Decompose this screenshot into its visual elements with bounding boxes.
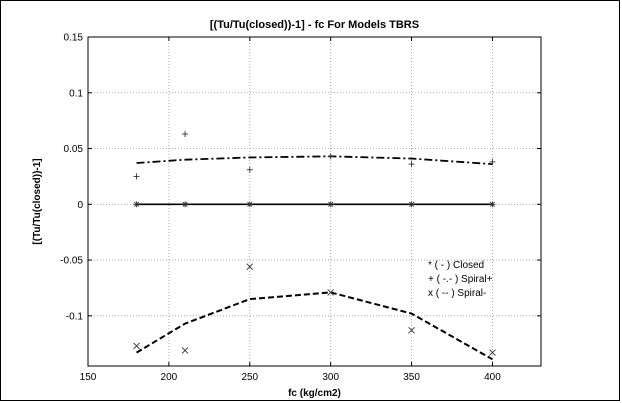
marker-stroke (246, 263, 254, 271)
axis-ticks: 150 200 250 300 350 400 -0.1 -0.05 0 0.05 0.1 0.15 (60, 33, 541, 383)
data-point-spiral (489, 158, 496, 165)
y-tick-label: -0.1 (66, 311, 84, 322)
marker-stroke (328, 201, 334, 207)
legend-entry-closed: * ( - ) Closed (428, 260, 484, 271)
grid (88, 37, 541, 366)
fit-line-spiral (136, 291, 493, 361)
y-tick-label: -0.05 (60, 256, 83, 267)
data-point-spiral (246, 263, 254, 271)
data-point-spiral (489, 349, 496, 356)
marker-stroke (182, 201, 188, 207)
marker-stroke (489, 201, 496, 207)
y-tick-label: 0 (77, 200, 83, 211)
data-point-closed (133, 201, 140, 208)
marker-stroke (489, 349, 496, 356)
legend-entry-spiral: + ( -.- ) Spiral+ (428, 274, 493, 285)
data-point-spiral (408, 161, 415, 168)
legend: * ( - ) Closed + ( -.- ) Spiral+ x ( -- ) … (428, 260, 493, 299)
marker-stroke (409, 201, 415, 207)
x-tick-label: 350 (403, 372, 420, 383)
marker-stroke (327, 289, 334, 296)
x-tick-label: 400 (484, 372, 501, 383)
x-tick-label: 250 (241, 372, 258, 383)
data-point-closed (246, 201, 253, 208)
fit-lines (136, 155, 493, 361)
data-point-spiral (181, 347, 189, 354)
data-point-spiral (408, 326, 415, 334)
chart-title: [(Tu/Tu(closed))-1] - fc For Models TBRS (210, 19, 419, 31)
data-point-spiral (133, 173, 140, 180)
marker-stroke (408, 326, 415, 334)
y-axis-label: [(Tu/Tu(closed))-1] (32, 158, 43, 244)
y-tick-label: 0.1 (69, 88, 83, 99)
x-tick-label: 300 (322, 372, 339, 383)
data-point-spiral (182, 131, 189, 138)
data-point-spiral (327, 153, 334, 160)
x-tick-label: 200 (161, 372, 178, 383)
legend-entry-spiral: x ( -- ) Spiral- (428, 288, 486, 299)
y-tick-label: 0.05 (64, 144, 84, 155)
data-point-spiral (327, 289, 334, 296)
marker-stroke (133, 342, 140, 350)
data-point-closed (489, 201, 496, 208)
data-markers (133, 131, 496, 356)
data-point-spiral (133, 342, 140, 350)
x-tick-label: 150 (80, 372, 97, 383)
data-point-closed (182, 201, 189, 208)
plot-area (87, 36, 542, 367)
data-point-closed (408, 201, 415, 208)
data-point-spiral (246, 166, 253, 173)
x-axis-label: fc (kg/cm2) (288, 388, 341, 399)
marker-stroke (247, 201, 253, 207)
fit-line-spiral (136, 155, 493, 166)
marker-stroke (133, 201, 140, 207)
y-tick-label: 0.15 (64, 33, 84, 44)
marker-stroke (181, 347, 189, 354)
data-point-closed (327, 201, 334, 208)
